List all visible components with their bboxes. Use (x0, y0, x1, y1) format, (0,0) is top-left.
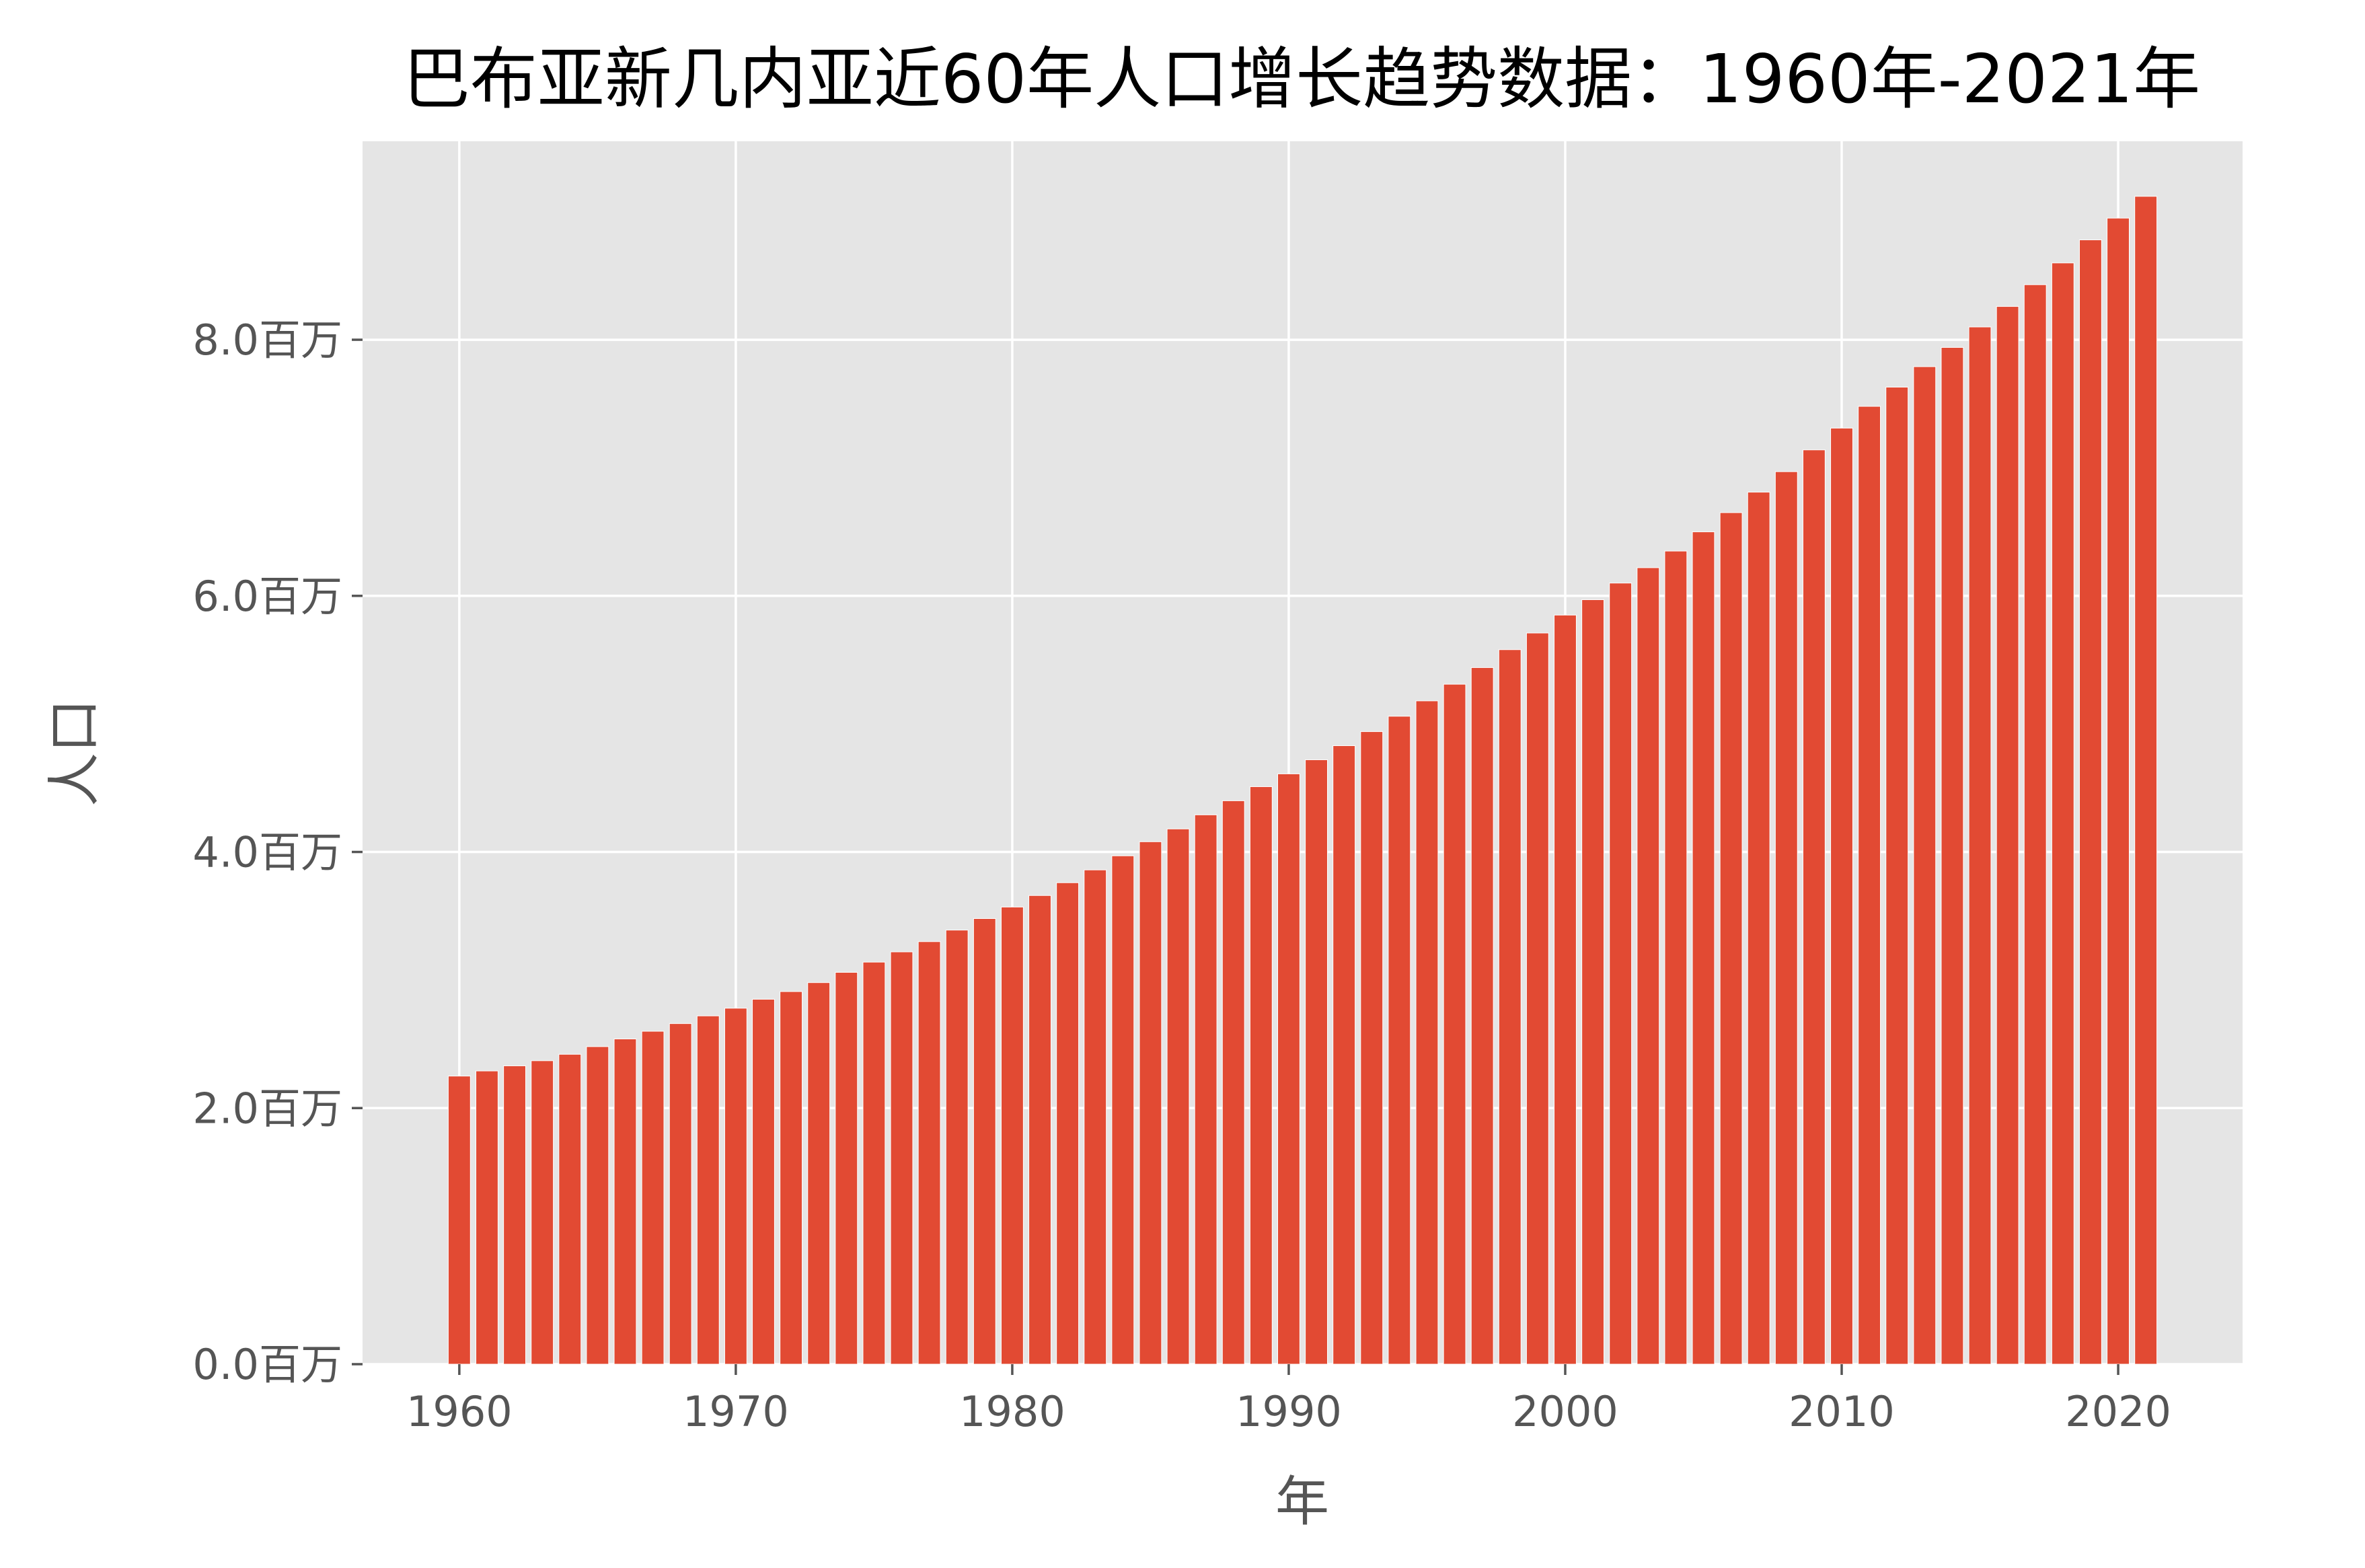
x-tick-label: 1990 (1236, 1387, 1342, 1436)
bar-1977 (917, 941, 941, 1365)
bar-1990 (1277, 773, 1300, 1365)
bar-1978 (945, 930, 969, 1365)
bar-1989 (1249, 786, 1273, 1365)
y-tick-label: 6.0百万 (192, 572, 342, 621)
bar-1975 (862, 961, 886, 1365)
bar-2006 (1719, 512, 1743, 1365)
bar-1973 (807, 982, 831, 1365)
bar-2016 (1996, 306, 2019, 1365)
bar-2013 (1913, 366, 1937, 1365)
bar-2002 (1609, 583, 1632, 1365)
bar-2001 (1581, 599, 1605, 1365)
bar-2012 (1885, 387, 1909, 1365)
x-axis: 1960 1970 1980 1990 2000 2010 2020 (406, 1364, 2171, 1436)
x-axis-label: 年 (1275, 1470, 1329, 1533)
bar-2015 (1968, 326, 1992, 1365)
bar-1971 (752, 998, 775, 1365)
bar-2007 (1747, 492, 1770, 1365)
bar-1984 (1111, 855, 1135, 1365)
bar-1994 (1388, 716, 1411, 1365)
bar-2000 (1554, 614, 1577, 1365)
bar-1961 (476, 1070, 498, 1365)
bar-2014 (1941, 346, 1964, 1365)
bar-1976 (890, 951, 913, 1365)
bar-1979 (973, 918, 996, 1365)
bar-1995 (1415, 700, 1439, 1365)
bars (447, 196, 2158, 1365)
bar-2010 (1830, 427, 1853, 1365)
y-axis-label: 人口 (43, 699, 106, 807)
y-tick-label: 0.0百万 (192, 1340, 342, 1389)
bar-2008 (1774, 471, 1798, 1365)
y-tick-label: 4.0百万 (192, 828, 342, 877)
bar-1996 (1443, 683, 1466, 1365)
bar-1972 (780, 991, 803, 1365)
bar-1962 (503, 1065, 527, 1365)
bar-1980 (1000, 906, 1024, 1365)
bar-1983 (1084, 869, 1107, 1365)
bar-1987 (1194, 814, 1217, 1365)
bar-1999 (1526, 632, 1549, 1365)
x-tick-label: 2000 (1512, 1387, 1618, 1436)
bar-1964 (558, 1053, 582, 1365)
bar-1965 (586, 1046, 609, 1365)
bar-1963 (531, 1060, 554, 1365)
bar-2009 (1802, 449, 1826, 1365)
y-axis: 0.0百万 2.0百万 4.0百万 6.0百万 8.0百万 (192, 315, 363, 1389)
chart-title: 巴布亚新几内亚近60年人口增长趋势数据：1960年-2021年 (403, 40, 2200, 118)
x-tick-label: 1970 (683, 1387, 789, 1436)
x-tick-label: 2010 (1789, 1387, 1895, 1436)
bar-2011 (1858, 406, 1881, 1365)
y-tick-label: 8.0百万 (192, 315, 342, 365)
bar-1981 (1028, 895, 1051, 1365)
bar-1992 (1332, 745, 1356, 1365)
bar-2020 (2107, 217, 2130, 1365)
x-tick-label: 2020 (2065, 1387, 2171, 1436)
bar-2021 (2134, 196, 2158, 1365)
bar-2017 (2023, 284, 2047, 1365)
bar-1974 (835, 971, 858, 1365)
bar-1970 (724, 1008, 747, 1365)
bar-1997 (1470, 667, 1494, 1365)
x-tick-label: 1980 (959, 1387, 1065, 1436)
bar-1960 (447, 1076, 471, 1365)
bar-1967 (641, 1031, 665, 1365)
bar-2005 (1692, 531, 1715, 1365)
x-tick-label: 1960 (406, 1387, 513, 1436)
bar-1991 (1305, 759, 1328, 1365)
bar-2018 (2051, 262, 2074, 1365)
bar-1998 (1498, 649, 1522, 1365)
bar-1982 (1056, 882, 1080, 1365)
bar-1969 (696, 1015, 720, 1365)
bar-1993 (1360, 731, 1384, 1365)
bar-1986 (1166, 828, 1190, 1365)
bar-1968 (669, 1023, 692, 1365)
bar-2004 (1664, 550, 1688, 1365)
y-tick-label: 2.0百万 (192, 1084, 342, 1133)
bar-1985 (1139, 841, 1162, 1365)
bar-2019 (2078, 239, 2102, 1365)
bar-2003 (1637, 567, 1660, 1365)
bar-1966 (613, 1038, 637, 1365)
bar-1988 (1222, 800, 1245, 1365)
